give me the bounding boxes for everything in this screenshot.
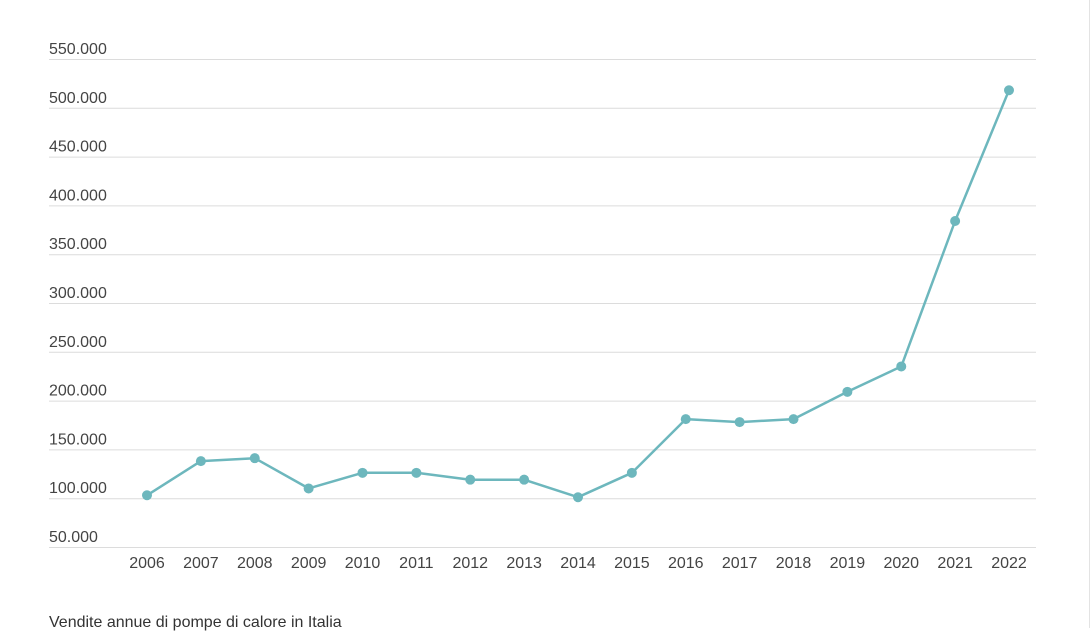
data-point[interactable]: [680, 414, 691, 425]
data-point[interactable]: [573, 492, 583, 503]
y-tick-label: 500.000: [49, 90, 107, 107]
y-tick-label: 300.000: [49, 285, 107, 302]
x-tick-label: 2015: [614, 555, 650, 572]
data-point[interactable]: [950, 216, 961, 227]
x-tick-label: 2020: [883, 555, 919, 572]
x-tick-label: 2010: [345, 555, 381, 572]
y-tick-label: 400.000: [49, 187, 107, 204]
x-axis-ticks: 2006 2007 2008 2009 2010 2011 2012 2013 2014 2015…: [129, 555, 1027, 572]
data-point[interactable]: [249, 453, 260, 464]
y-axis-ticks: 50.000 100.000 150.000 200.000 250.000 300.00…: [49, 41, 107, 546]
data-point[interactable]: [1004, 85, 1014, 96]
data-point[interactable]: [734, 417, 745, 428]
x-tick-label: 2017: [722, 555, 758, 572]
y-tick-label: 150.000: [49, 431, 107, 448]
y-tick-label: 50.000: [49, 529, 98, 546]
data-point[interactable]: [357, 467, 368, 478]
x-tick-label: 2006: [129, 555, 165, 572]
data-point[interactable]: [842, 386, 853, 397]
data-point[interactable]: [142, 490, 152, 501]
x-tick-label: 2019: [830, 555, 866, 572]
data-point[interactable]: [519, 474, 530, 485]
series-line: [145, 88, 1011, 499]
data-point[interactable]: [465, 474, 476, 485]
x-tick-label: 2008: [237, 555, 273, 572]
x-tick-label: 2022: [991, 555, 1027, 572]
chart-caption: Vendite annue di pompe di calore in Ital…: [49, 614, 342, 631]
series-points: [142, 85, 1014, 503]
x-tick-label: 2007: [183, 555, 219, 572]
data-point[interactable]: [896, 361, 907, 372]
data-point[interactable]: [788, 414, 799, 425]
x-tick-label: 2011: [399, 555, 434, 572]
x-tick-label: 2009: [291, 555, 327, 572]
data-point[interactable]: [626, 467, 637, 478]
x-tick-label: 2018: [776, 555, 812, 572]
x-tick-label: 2013: [506, 555, 542, 572]
x-tick-label: 2016: [668, 555, 704, 572]
x-tick-label: 2021: [937, 555, 973, 572]
y-tick-label: 350.000: [49, 236, 107, 253]
y-tick-label: 450.000: [49, 139, 107, 156]
data-point[interactable]: [195, 456, 206, 467]
x-tick-label: 2012: [452, 555, 488, 572]
y-tick-label: 550.000: [49, 41, 107, 58]
y-gridlines: [49, 59, 1036, 548]
x-tick-label: 2014: [560, 555, 596, 572]
data-point[interactable]: [303, 483, 314, 494]
data-point[interactable]: [411, 467, 422, 478]
y-tick-label: 100.000: [49, 480, 107, 497]
y-tick-label: 250.000: [49, 334, 107, 351]
y-tick-label: 200.000: [49, 383, 107, 400]
